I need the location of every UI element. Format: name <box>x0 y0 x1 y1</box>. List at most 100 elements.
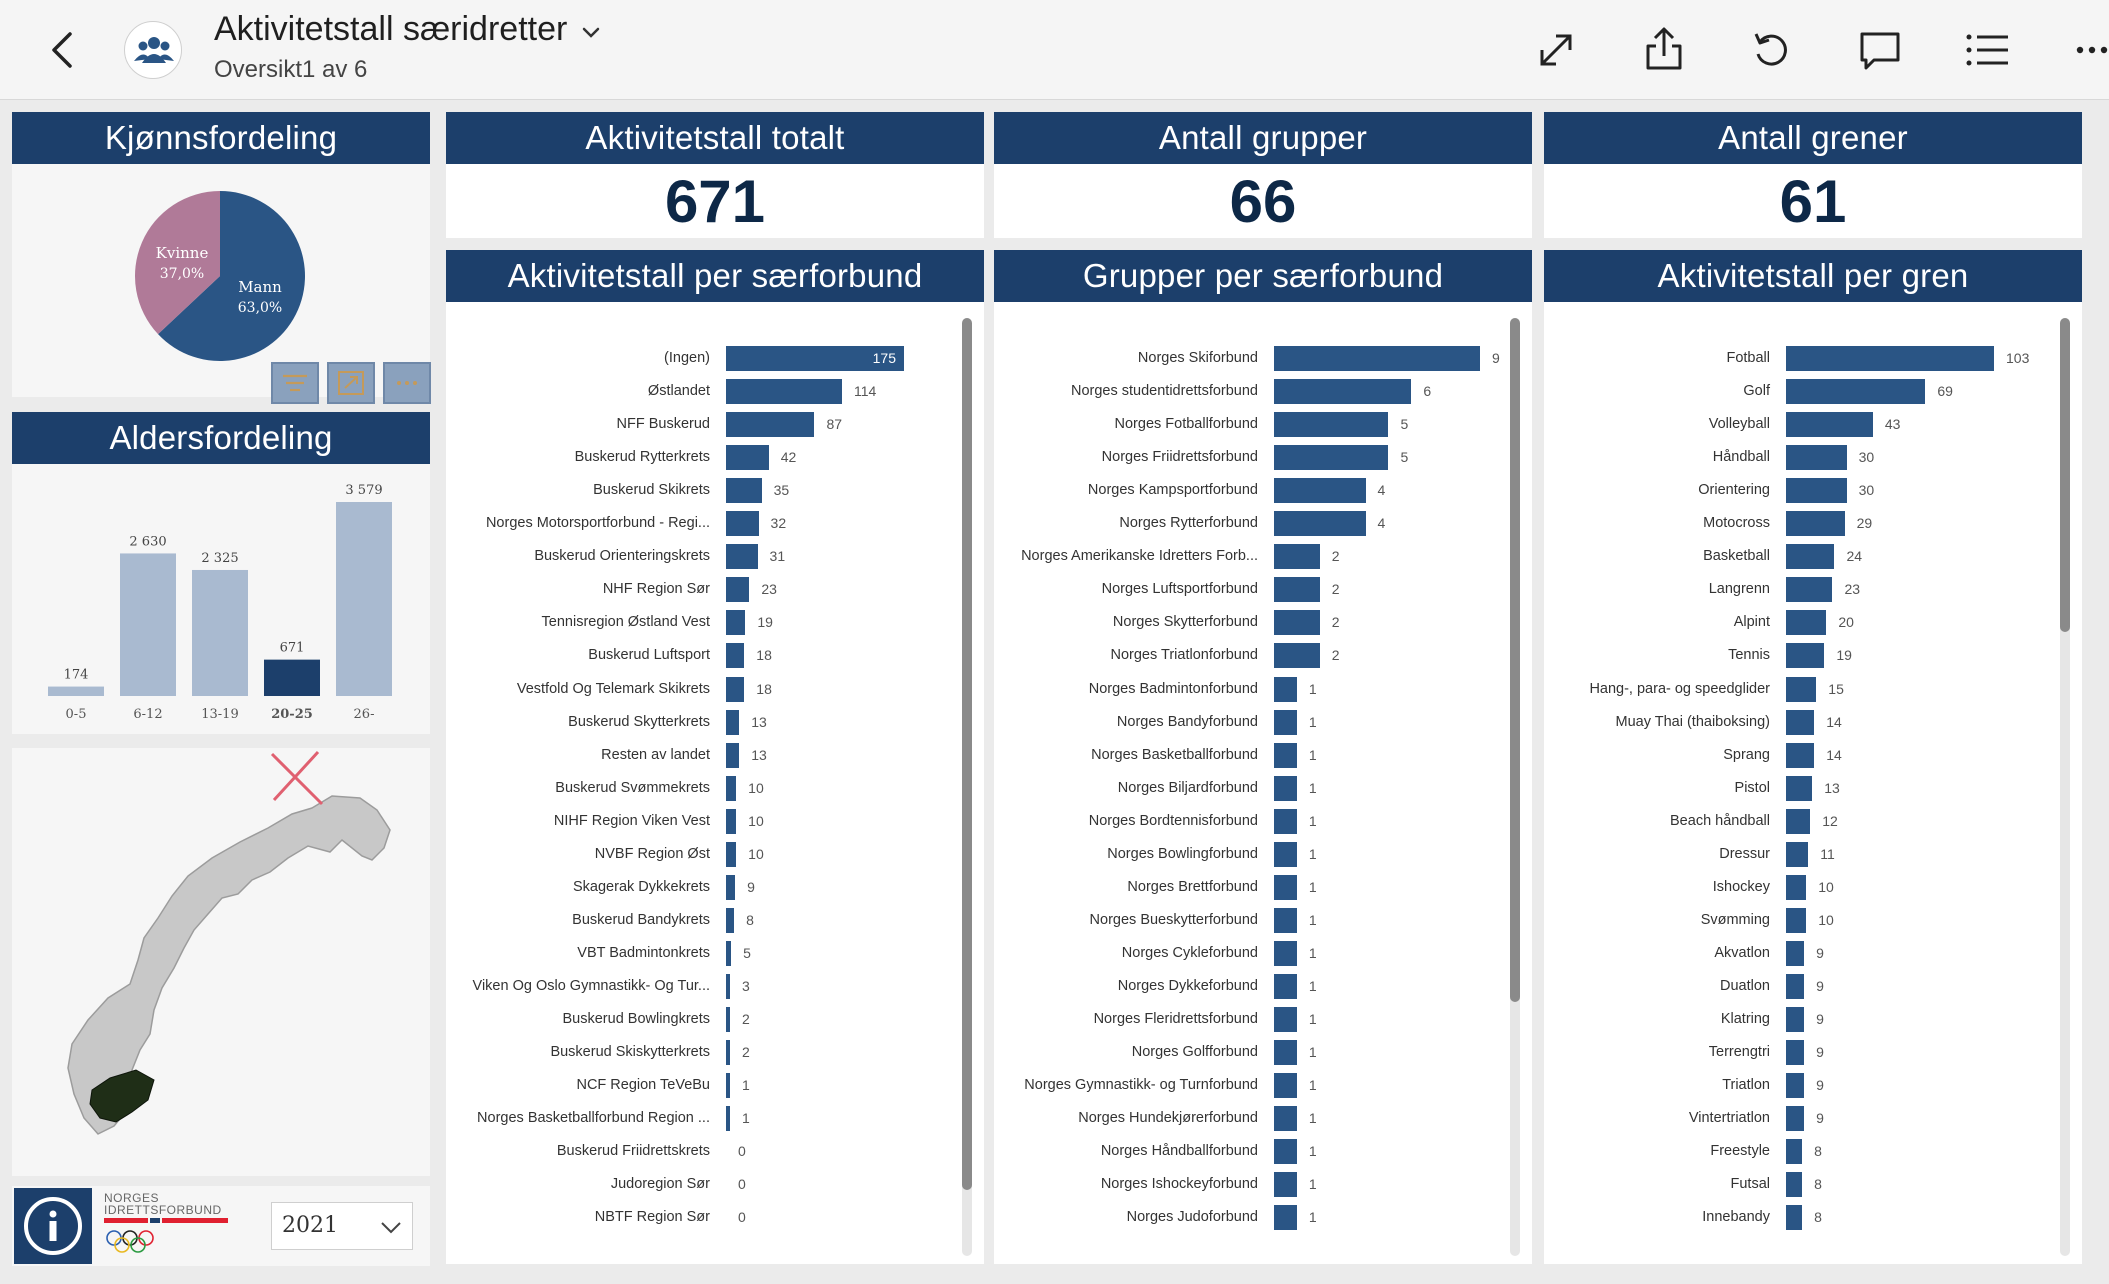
bar-row[interactable]: Motocross 29 <box>1544 511 2064 537</box>
bar[interactable] <box>1786 808 1811 834</box>
bar-row[interactable]: Norges Fleridrettsforbund 1 <box>994 1007 1514 1032</box>
scroll-thumb-1[interactable] <box>962 318 972 1190</box>
bar[interactable] <box>726 346 904 371</box>
bar-row[interactable]: Norges Håndballforbund 1 <box>994 1139 1514 1165</box>
bar[interactable] <box>726 874 736 900</box>
bar[interactable] <box>1786 412 1873 438</box>
bar-row[interactable]: Norges Bueskytterforbund 1 <box>994 907 1514 933</box>
bar[interactable] <box>1786 841 1809 867</box>
bar-row[interactable]: NIHF Region Viken Vest 10 <box>446 808 966 834</box>
bar[interactable] <box>726 379 842 405</box>
bar[interactable] <box>726 511 759 537</box>
bar-row[interactable]: Svømming 10 <box>1544 907 2064 933</box>
bar-row[interactable]: Alpint 20 <box>1544 610 2064 636</box>
bar-row[interactable]: Norges Ishockeyforbund 1 <box>994 1172 1514 1198</box>
bar[interactable] <box>726 742 740 768</box>
bar-row[interactable]: NHF Region Sør 23 <box>446 577 966 603</box>
bar[interactable] <box>1274 676 1297 702</box>
bar-row[interactable]: Håndball 30 <box>1544 445 2064 471</box>
bar[interactable] <box>726 1106 730 1132</box>
expand-icon[interactable] <box>1528 22 1584 78</box>
bar-row[interactable]: Volleyball 43 <box>1544 412 2064 438</box>
bar[interactable] <box>1274 1073 1297 1099</box>
bar-row[interactable]: Norges Dykkeforbund 1 <box>994 973 1514 999</box>
bar-row[interactable]: Norges Bowlingforbund 1 <box>994 841 1514 867</box>
bar-row[interactable]: Skagerak Dykkekrets 9 <box>446 874 966 900</box>
bar[interactable] <box>1274 1172 1297 1198</box>
bar[interactable] <box>1786 1172 1803 1198</box>
bar[interactable] <box>1786 742 1815 768</box>
chevron-down-icon[interactable] <box>576 18 606 48</box>
close-x-icon[interactable] <box>270 750 324 806</box>
bar-row[interactable]: Norges Cykleforbund 1 <box>994 940 1514 966</box>
bar-row[interactable]: Norges Hundekjørerforbund 1 <box>994 1106 1514 1132</box>
bar[interactable] <box>1274 709 1297 735</box>
bar-row[interactable]: Norges Skiforbund 9 <box>994 346 1514 371</box>
bar[interactable] <box>1274 775 1297 801</box>
bar-row[interactable]: Norges Skytterforbund 2 <box>994 610 1514 636</box>
bar-row[interactable]: Norges Basketballforbund Region ... 1 <box>446 1106 966 1132</box>
bar[interactable] <box>726 445 769 471</box>
bar[interactable] <box>1786 610 1827 636</box>
bar[interactable] <box>1274 973 1297 999</box>
bar[interactable] <box>1786 676 1817 702</box>
reset-icon[interactable] <box>1744 22 1800 78</box>
bar-row[interactable]: Buskerud Rytterkrets 42 <box>446 445 966 471</box>
bar-row[interactable]: Norges Luftsportforbund 2 <box>994 577 1514 603</box>
bar-row[interactable]: Resten av landet 13 <box>446 742 966 768</box>
bar[interactable] <box>726 544 758 570</box>
info-icon[interactable] <box>14 1188 92 1264</box>
bar-row[interactable]: Norges Basketballforbund 1 <box>994 742 1514 768</box>
bar[interactable] <box>1274 379 1412 405</box>
bar-row[interactable]: Innebandy 8 <box>1544 1205 2064 1231</box>
bar-row[interactable]: Norges Friidrettsforbund 5 <box>994 445 1514 471</box>
bar[interactable] <box>1274 445 1389 471</box>
bar[interactable] <box>1786 940 1805 966</box>
bar-row[interactable]: Norges Kampsportforbund 4 <box>994 478 1514 504</box>
bar-row[interactable]: Basketball 24 <box>1544 544 2064 570</box>
bar-row[interactable]: Norges Rytterforbund 4 <box>994 511 1514 537</box>
age-bar[interactable] <box>192 569 248 696</box>
bar[interactable] <box>1786 1106 1805 1132</box>
age-bar[interactable] <box>264 659 320 696</box>
bar[interactable] <box>1786 577 1833 603</box>
year-dropdown[interactable]: 2021 <box>271 1202 413 1250</box>
bar-row[interactable]: Norges Bordtennisforbund 1 <box>994 808 1514 834</box>
bar-row[interactable]: Dressur 11 <box>1544 841 2064 867</box>
bar[interactable] <box>1274 841 1297 867</box>
more-icon[interactable] <box>2060 22 2109 78</box>
bar-row[interactable]: Norges Triatlonforbund 2 <box>994 643 1514 669</box>
scroll-thumb-3[interactable] <box>2060 318 2070 632</box>
bar-row[interactable]: Buskerud Svømmekrets 10 <box>446 775 966 801</box>
bar-row[interactable]: Buskerud Skytterkrets 13 <box>446 709 966 735</box>
bar-row[interactable]: Buskerud Skiskytterkrets 2 <box>446 1040 966 1066</box>
bar[interactable] <box>726 775 737 801</box>
bar-row[interactable]: NFF Buskerud 87 <box>446 412 966 438</box>
comment-icon[interactable] <box>1852 22 1908 78</box>
bar[interactable] <box>1786 709 1815 735</box>
bar-row[interactable]: Buskerud Skikrets 35 <box>446 478 966 504</box>
bar[interactable] <box>726 973 730 999</box>
bar-row[interactable]: Ishockey 10 <box>1544 874 2064 900</box>
bar[interactable] <box>726 1073 730 1099</box>
bar-row[interactable]: Viken Og Oslo Gymnastikk- Og Tur... 3 <box>446 973 966 999</box>
pie-slice-mann[interactable] <box>158 191 305 361</box>
bar-row[interactable]: Buskerud Orienteringskrets 31 <box>446 544 966 570</box>
bar[interactable] <box>1274 1040 1297 1066</box>
bar-row[interactable]: Terrengtri 9 <box>1544 1040 2064 1066</box>
age-bar[interactable] <box>48 686 104 696</box>
bar-row[interactable]: Futsal 8 <box>1544 1172 2064 1198</box>
bar-row[interactable]: Buskerud Luftsport 18 <box>446 643 966 669</box>
bar[interactable] <box>1786 1073 1805 1099</box>
bar[interactable] <box>726 478 762 504</box>
back-arrow-icon[interactable] <box>36 22 92 78</box>
kpi-branches-value[interactable]: 61 <box>1779 168 1847 235</box>
group-avatar-icon[interactable] <box>124 21 182 79</box>
bar[interactable] <box>1274 940 1297 966</box>
list-icon[interactable] <box>1960 22 2016 78</box>
bar-row[interactable]: Norges Brettforbund 1 <box>994 874 1514 900</box>
bar[interactable] <box>1274 1007 1297 1032</box>
bar[interactable] <box>1274 610 1320 636</box>
bar-row[interactable]: Akvatlon 9 <box>1544 940 2064 966</box>
report-title[interactable]: Aktivitetstall særidretter <box>214 10 568 48</box>
